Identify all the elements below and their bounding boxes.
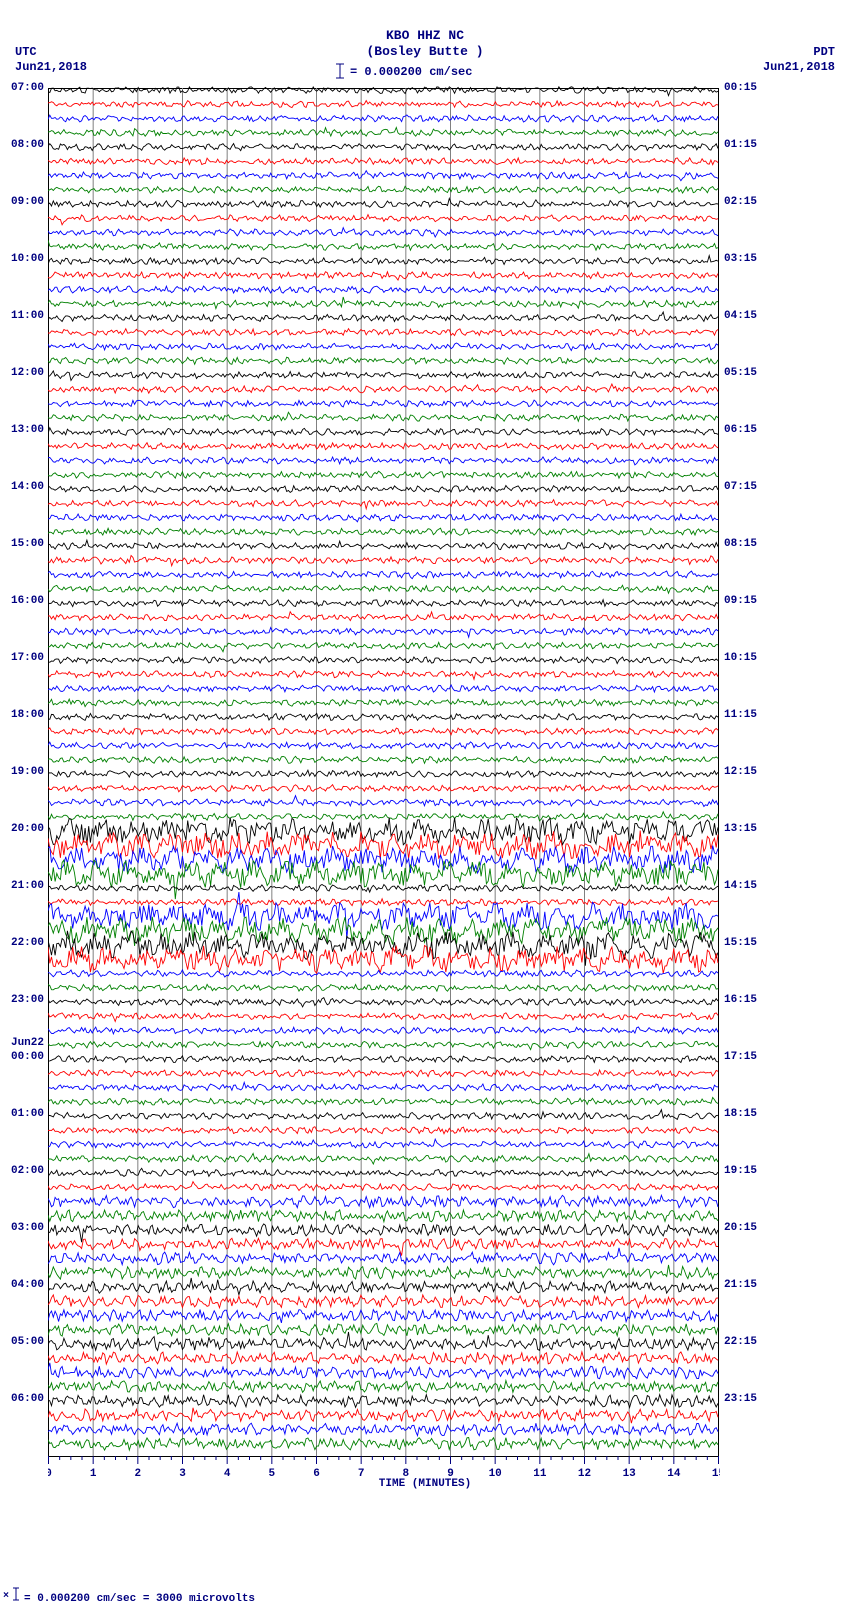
left-date: Jun21,2018: [15, 60, 87, 74]
right-time-label: 04:15: [724, 310, 757, 322]
svg-text:6: 6: [313, 1468, 320, 1480]
station-line-1: KBO HHZ NC: [386, 28, 464, 43]
right-time-label: 19:15: [724, 1165, 757, 1177]
svg-text:×: ×: [3, 1591, 9, 1601]
right-time-label: 20:15: [724, 1222, 757, 1234]
left-time-label: 23:00: [11, 994, 44, 1006]
right-time-label: 23:15: [724, 1393, 757, 1405]
left-time-label: 00:00: [11, 1051, 44, 1063]
left-time-label: 02:00: [11, 1165, 44, 1177]
svg-text:10: 10: [489, 1468, 502, 1480]
left-time-label: 12:00: [11, 367, 44, 379]
left-time-label: 11:00: [11, 310, 44, 322]
left-time-label: 16:00: [11, 595, 44, 607]
svg-text:11: 11: [533, 1468, 547, 1480]
left-time-label: 08:00: [11, 139, 44, 151]
right-time-label: 12:15: [724, 766, 757, 778]
left-time-label: 19:00: [11, 766, 44, 778]
right-time-label: 21:15: [724, 1279, 757, 1291]
svg-text:12: 12: [578, 1468, 591, 1480]
left-time-label: 14:00: [11, 481, 44, 493]
svg-text:2: 2: [135, 1468, 142, 1480]
scale-bar-icon: [333, 63, 347, 83]
right-time-label: 05:15: [724, 367, 757, 379]
right-time-label: 00:15: [724, 82, 757, 94]
left-time-label: 05:00: [11, 1336, 44, 1348]
left-mid-date: Jun22: [11, 1037, 44, 1049]
scale-note: = 0.000200 cm/sec: [350, 65, 472, 79]
left-time-label: 21:00: [11, 880, 44, 892]
right-time-label: 07:15: [724, 481, 757, 493]
svg-text:13: 13: [623, 1468, 637, 1480]
svg-text:15: 15: [712, 1468, 720, 1480]
right-time-label: 22:15: [724, 1336, 757, 1348]
right-time-label: 16:15: [724, 994, 757, 1006]
left-timezone: UTC: [15, 45, 37, 59]
left-time-label: 22:00: [11, 937, 44, 949]
svg-text:14: 14: [667, 1468, 681, 1480]
right-time-label: 18:15: [724, 1108, 757, 1120]
right-time-label: 11:15: [724, 709, 757, 721]
seismogram-plot: 0123456789101112131415: [48, 86, 720, 1494]
left-time-label: 04:00: [11, 1279, 44, 1291]
right-time-label: 14:15: [724, 880, 757, 892]
right-date: Jun21,2018: [763, 60, 835, 74]
right-time-label: 17:15: [724, 1051, 757, 1063]
left-time-label: 10:00: [11, 253, 44, 265]
seismogram-container: KBO HHZ NC (Bosley Butte ) = 0.000200 cm…: [0, 0, 850, 1613]
left-time-label: 15:00: [11, 538, 44, 550]
x-axis-label: TIME (MINUTES): [379, 1478, 471, 1490]
left-time-label: 18:00: [11, 709, 44, 721]
station-line-2: (Bosley Butte ): [366, 44, 483, 59]
left-time-label: 17:00: [11, 652, 44, 664]
right-timezone: PDT: [813, 45, 835, 59]
left-time-label: 09:00: [11, 196, 44, 208]
left-time-label: 13:00: [11, 424, 44, 436]
right-time-label: 06:15: [724, 424, 757, 436]
right-time-label: 15:15: [724, 937, 757, 949]
right-time-label: 02:15: [724, 196, 757, 208]
right-time-label: 01:15: [724, 139, 757, 151]
right-time-label: 13:15: [724, 823, 757, 835]
footer-scale-bar-icon: ×: [3, 1587, 21, 1605]
right-time-label: 08:15: [724, 538, 757, 550]
left-time-label: 03:00: [11, 1222, 44, 1234]
left-time-label: 01:00: [11, 1108, 44, 1120]
svg-text:0: 0: [48, 1468, 52, 1480]
left-time-label: 20:00: [11, 823, 44, 835]
left-time-label: 06:00: [11, 1393, 44, 1405]
right-time-label: 10:15: [724, 652, 757, 664]
right-time-label: 03:15: [724, 253, 757, 265]
left-time-label: 07:00: [11, 82, 44, 94]
footer-scale-line: = 0.000200 cm/sec = 3000 microvolts: [24, 1593, 255, 1605]
svg-text:3: 3: [179, 1468, 186, 1480]
svg-text:4: 4: [224, 1468, 231, 1480]
svg-text:7: 7: [358, 1468, 365, 1480]
right-time-label: 09:15: [724, 595, 757, 607]
svg-text:5: 5: [269, 1468, 276, 1480]
svg-text:1: 1: [90, 1468, 97, 1480]
